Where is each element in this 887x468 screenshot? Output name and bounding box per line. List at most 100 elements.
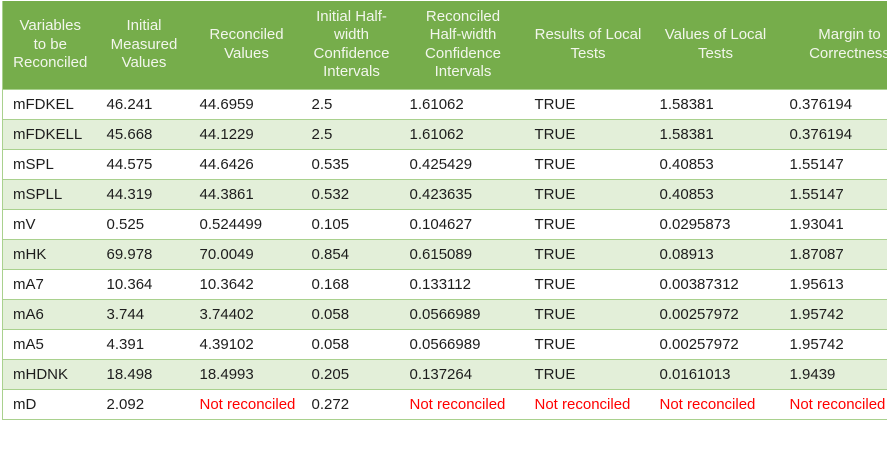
table-row-mspl: mSPL 44.575 44.6426 0.535 0.425429 TRUE 0.4085… (2, 148, 887, 179)
cell-mhdnk-col7: 0.0161013 (650, 358, 781, 389)
row-label: mFDKEL (2, 88, 98, 119)
cell-md-col7: Not reconciled (650, 388, 781, 420)
cell-mfdkell-col7: 1.58381 (650, 118, 781, 149)
cell-mhk-col3: 70.0049 (190, 238, 303, 269)
cell-md-col6: Not reconciled (525, 388, 651, 420)
cell-mspll-col4: 0.532 (302, 178, 401, 209)
column-header-reconciled-half-width-confidence-intervals: Reconciled Half-width Confidence Interva… (400, 1, 526, 89)
cell-md-col2: 2.092 (97, 388, 191, 420)
cell-mfdkell-col4: 2.5 (302, 118, 401, 149)
cell-mv-col2: 0.525 (97, 208, 191, 239)
cell-ma7-col4: 0.168 (302, 268, 401, 299)
cell-mhdnk-col5: 0.137264 (400, 358, 526, 389)
cell-mv-col5: 0.104627 (400, 208, 526, 239)
cell-mspl-col6: TRUE (525, 148, 651, 179)
cell-ma5-col4: 0.058 (302, 328, 401, 359)
cell-ma5-col2: 4.391 (97, 328, 191, 359)
cell-ma6-col3: 3.74402 (190, 298, 303, 329)
cell-md-col5: Not reconciled (400, 388, 526, 420)
cell-mhk-col6: TRUE (525, 238, 651, 269)
table-row-ma6: mA6 3.744 3.74402 0.058 0.0566989 TRUE 0.00257… (2, 298, 887, 329)
column-header-values-of-local-tests: Values of Local Tests (650, 1, 781, 89)
cell-mfdkel-col4: 2.5 (302, 88, 401, 119)
cell-ma6-col8: 1.95742 (780, 298, 887, 329)
cell-ma6-col6: TRUE (525, 298, 651, 329)
row-label: mV (2, 208, 98, 239)
cell-mfdkel-col3: 44.6959 (190, 88, 303, 119)
cell-mhdnk-col6: TRUE (525, 358, 651, 389)
cell-mfdkell-col5: 1.61062 (400, 118, 526, 149)
cell-ma5-col7: 0.00257972 (650, 328, 781, 359)
cell-ma7-col6: TRUE (525, 268, 651, 299)
cell-mfdkell-col6: TRUE (525, 118, 651, 149)
table-row-mv: mV 0.525 0.524499 0.105 0.104627 TRUE 0.029587… (2, 208, 887, 239)
cell-mspl-col8: 1.55147 (780, 148, 887, 179)
header-row: Variables to be Reconciled Initial Measur… (2, 1, 887, 89)
cell-mhdnk-col2: 18.498 (97, 358, 191, 389)
cell-mspl-col2: 44.575 (97, 148, 191, 179)
cell-mspll-col8: 1.55147 (780, 178, 887, 209)
column-header-reconciled-values: Reconciled Values (190, 1, 303, 89)
row-label: mA5 (2, 328, 98, 359)
column-header-margin-to-correctness: Margin to Correctness (780, 1, 887, 89)
cell-mfdkel-col8: 0.376194 (780, 88, 887, 119)
table-header: Variables to be Reconciled Initial Measur… (2, 1, 887, 89)
cell-mhk-col7: 0.08913 (650, 238, 781, 269)
table-row-mfdkel: mFDKEL 46.241 44.6959 2.5 1.61062 TRUE 1.58381… (2, 88, 887, 119)
column-header-variables-to-be-reconciled: Variables to be Reconciled (2, 1, 98, 89)
cell-ma6-col7: 0.00257972 (650, 298, 781, 329)
cell-mfdkell-col3: 44.1229 (190, 118, 303, 149)
cell-mspll-col5: 0.423635 (400, 178, 526, 209)
row-label: mHK (2, 238, 98, 269)
cell-ma6-col2: 3.744 (97, 298, 191, 329)
row-label: mSPLL (2, 178, 98, 209)
row-label: mFDKELL (2, 118, 98, 149)
cell-ma5-col8: 1.95742 (780, 328, 887, 359)
table-row-md: mD 2.092 Not reconciled 0.272 Not reconciled… (2, 388, 887, 420)
cell-mv-col3: 0.524499 (190, 208, 303, 239)
cell-ma5-col5: 0.0566989 (400, 328, 526, 359)
cell-mspll-col7: 0.40853 (650, 178, 781, 209)
row-label: mSPL (2, 148, 98, 179)
row-label: mD (2, 388, 98, 420)
cell-ma7-col5: 0.133112 (400, 268, 526, 299)
cell-mspll-col2: 44.319 (97, 178, 191, 209)
cell-mhk-col4: 0.854 (302, 238, 401, 269)
cell-mspl-col3: 44.6426 (190, 148, 303, 179)
cell-ma7-col7: 0.00387312 (650, 268, 781, 299)
cell-mhk-col8: 1.87087 (780, 238, 887, 269)
table-row-mhdnk: mHDNK 18.498 18.4993 0.205 0.137264 TRUE 0.016… (2, 358, 887, 389)
cell-mv-col4: 0.105 (302, 208, 401, 239)
cell-mspll-col6: TRUE (525, 178, 651, 209)
cell-mfdkel-col6: TRUE (525, 88, 651, 119)
cell-md-col8: Not reconciled (780, 388, 887, 420)
table-row-mfdkell: mFDKELL 45.668 44.1229 2.5 1.61062 TRUE 1.5838… (2, 118, 887, 149)
cell-mfdkel-col2: 46.241 (97, 88, 191, 119)
table-row-ma7: mA7 10.364 10.3642 0.168 0.133112 TRUE 0.00387… (2, 268, 887, 299)
table-body: mFDKEL 46.241 44.6959 2.5 1.61062 TRUE 1.58381… (2, 88, 887, 420)
cell-mhdnk-col8: 1.9439 (780, 358, 887, 389)
cell-mfdkel-col5: 1.61062 (400, 88, 526, 119)
cell-mspll-col3: 44.3861 (190, 178, 303, 209)
cell-mv-col7: 0.0295873 (650, 208, 781, 239)
row-label: mA6 (2, 298, 98, 329)
cell-mfdkell-col8: 0.376194 (780, 118, 887, 149)
cell-ma7-col3: 10.3642 (190, 268, 303, 299)
cell-ma6-col4: 0.058 (302, 298, 401, 329)
table-row-mspll: mSPLL 44.319 44.3861 0.532 0.423635 TRUE 0.408… (2, 178, 887, 209)
cell-mhk-col2: 69.978 (97, 238, 191, 269)
column-header-initial-half-width-confidence-intervals: Initial Half- width Confidence Intervals (302, 1, 401, 89)
cell-ma5-col3: 4.39102 (190, 328, 303, 359)
cell-mspl-col5: 0.425429 (400, 148, 526, 179)
column-header-initial-measured-values: Initial Measured Values (97, 1, 191, 89)
cell-mv-col8: 1.93041 (780, 208, 887, 239)
cell-mspl-col7: 0.40853 (650, 148, 781, 179)
column-header-results-of-local-tests: Results of Local Tests (525, 1, 651, 89)
table-row-ma5: mA5 4.391 4.39102 0.058 0.0566989 TRUE 0.00257… (2, 328, 887, 359)
cell-ma7-col8: 1.95613 (780, 268, 887, 299)
cell-mhdnk-col3: 18.4993 (190, 358, 303, 389)
cell-mfdkel-col7: 1.58381 (650, 88, 781, 119)
cell-mv-col6: TRUE (525, 208, 651, 239)
cell-mspl-col4: 0.535 (302, 148, 401, 179)
